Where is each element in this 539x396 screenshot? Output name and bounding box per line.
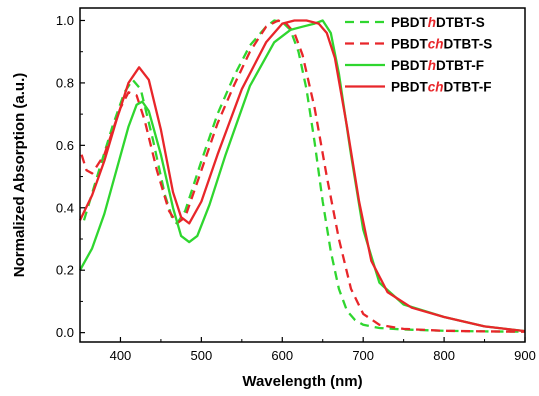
x-tick-label: 900	[514, 348, 536, 363]
legend-label-2: PBDThDTBT-F	[391, 58, 484, 73]
x-tick-label: 500	[191, 348, 213, 363]
legend-label-0: PBDThDTBT-S	[391, 15, 485, 30]
x-tick-label: 700	[352, 348, 374, 363]
y-tick-label: 1.0	[56, 13, 74, 28]
x-tick-label: 800	[433, 348, 455, 363]
y-axis-title: Normalized Absorption (a.u.)	[11, 73, 28, 277]
y-tick-label: 0.4	[56, 200, 74, 215]
y-tick-label: 0.6	[56, 138, 74, 153]
x-tick-label: 400	[110, 348, 132, 363]
series-line-3	[78, 19, 526, 333]
y-tick-label: 0.8	[56, 75, 74, 90]
x-axis-title: Wavelength (nm)	[242, 373, 362, 390]
series-line-1	[80, 19, 526, 333]
y-tick-label: 0.0	[56, 325, 74, 340]
legend-label-1: PBDTchDTBT-S	[391, 37, 492, 52]
legend: PBDThDTBT-S PBDTchDTBT-S PBDThDTBT-F PBDTch…	[345, 15, 492, 95]
series-lines	[78, 19, 526, 333]
plot-frame	[79, 7, 526, 343]
y-axis-ticks: 0.0 0.2 0.4 0.6 0.8 1.0	[56, 13, 85, 340]
y-tick-label: 0.2	[56, 263, 74, 278]
x-axis-ticks: 400 500 600 700 800 900	[79, 337, 536, 363]
legend-label-3: PBDTchDTBT-F	[391, 80, 492, 95]
x-tick-label: 600	[271, 348, 293, 363]
series-line-0	[82, 19, 526, 333]
